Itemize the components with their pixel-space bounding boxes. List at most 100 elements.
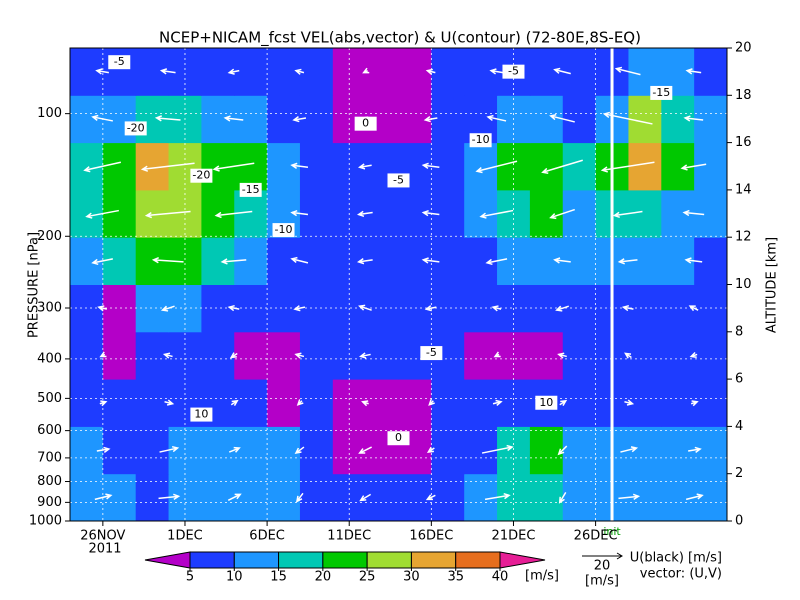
y2-tick-label: 0 [735,514,743,529]
wind-vector [294,446,305,455]
field-cell [398,473,432,522]
wind-vector [95,68,109,75]
wind-vector [486,114,507,122]
wind-vector [227,493,242,502]
field-cell [464,331,498,380]
wind-vector [214,210,253,219]
wind-vector [689,351,698,358]
field-cell [661,331,695,380]
field-cell [102,331,137,380]
contour-label-bg [387,173,410,188]
wind-vector [99,400,108,407]
contour-label-bg [190,407,213,422]
field-cell [562,379,597,427]
field-cell [628,237,662,285]
y-tick-label: 100 [37,106,62,121]
contour-label: -20 [192,169,210,182]
contour-label-bg [354,116,377,131]
field-cell [562,142,597,191]
wind-vector [164,399,175,406]
field-cell [299,426,334,475]
field-cell [562,48,597,96]
init-label: init [603,525,621,538]
field-cell [70,473,104,522]
wind-vector [358,304,372,311]
field-cell [267,379,301,427]
y-tick-label: 200 [37,229,62,244]
field-cell [529,473,564,522]
contour-label: -20 [127,121,145,134]
field-cell [661,95,695,144]
contour-label-bg [108,55,131,70]
wind-vector [684,257,703,264]
colorbar-label: 5 [186,570,194,585]
contour-label: -10 [275,223,293,236]
wind-vector [290,256,309,264]
field-cell [234,331,268,380]
wind-vector [624,352,632,359]
field-cell [102,237,137,285]
wind-vector [428,399,435,406]
wind-vector [154,115,181,122]
wind-vector [612,210,643,219]
field-cell [299,48,334,96]
wind-vector [425,494,436,501]
wind-vector [91,114,113,122]
colorbar-label: 15 [270,570,287,585]
wind-vector [159,68,176,75]
wind-vector [682,209,705,217]
wind-vector [688,305,699,312]
field-cell [431,95,465,144]
contour-label: -5 [426,346,437,359]
wind-vector [158,493,181,500]
field-cell [234,48,268,96]
wind-vector [484,492,511,501]
field-cell [694,331,728,380]
field-cell [694,142,728,191]
field-cell [365,379,399,427]
field-cell [299,473,334,522]
y2-tick-label: 10 [735,277,752,292]
wind-vector [683,115,704,122]
field-cell [464,142,498,191]
field-cell [497,142,531,191]
field-cell [365,48,399,96]
contour-label: -5 [114,55,125,68]
field-cell [201,473,235,522]
x-tick-label: 21DEC [492,529,536,544]
wind-vector [357,163,372,170]
y2-tick-label: 2 [735,466,743,481]
wind-vector [223,115,244,122]
field-cell [464,379,498,427]
wind-vector [620,446,639,453]
field-cell [234,379,268,427]
contour-label-bg [469,133,492,148]
wind-vector [162,352,173,359]
field-cell [562,189,597,238]
y2-tick-label: 6 [735,372,743,387]
wind-vector [541,159,583,174]
field-cell [562,331,597,380]
wind-vector [558,491,567,504]
contour-label-bg [239,182,262,197]
contour-label: -5 [393,173,404,186]
field-cell [234,426,268,475]
wind-vector [423,116,438,123]
wind-vector [421,257,440,264]
wind-vector [359,493,372,502]
field-cell [201,331,235,380]
contour-label: 0 [362,117,369,130]
field-cell [628,189,662,238]
wind-vector [424,305,437,312]
y-tick-label: 300 [37,301,62,316]
wind-vector [358,446,372,454]
field-cell [135,426,170,475]
vector-key-value: 20 [594,559,611,574]
wind-vector [91,258,113,266]
contour-label: 10 [539,396,553,409]
wind-vector [212,162,255,172]
wind-vector [99,351,107,358]
colorbar-label: 40 [492,570,509,585]
colorbar-end [499,551,546,569]
